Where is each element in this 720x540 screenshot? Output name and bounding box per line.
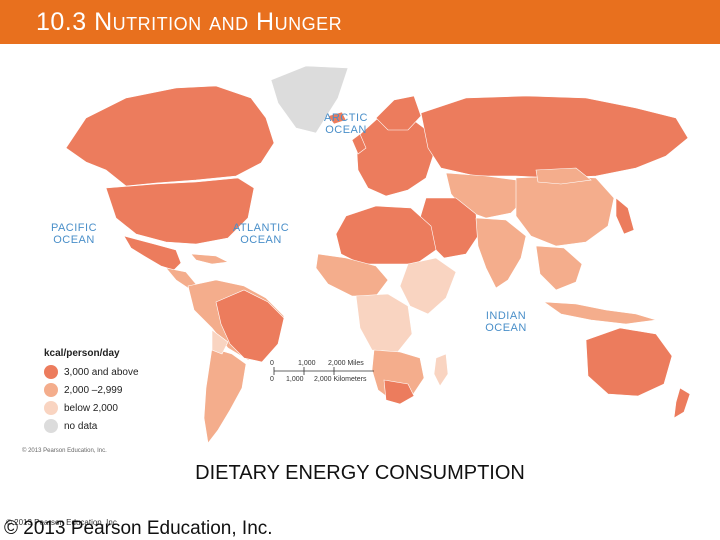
korea-japan: [615, 197, 635, 235]
scale-km-2000: 2,000 Kilometers: [314, 376, 367, 383]
map-credit: © 2013 Pearson Education, Inc.: [22, 448, 107, 454]
south-america-south: [203, 347, 247, 444]
legend-label: no data: [64, 420, 98, 432]
australia: [585, 327, 673, 397]
scandinavia: [375, 95, 422, 131]
brazil: [215, 289, 285, 363]
scale-km-1000: 1,000: [286, 376, 304, 383]
scale-bar: [273, 367, 374, 375]
east-africa: [399, 257, 457, 315]
pacific-ocean-label: PACIFIC OCEAN: [50, 222, 98, 246]
arctic-ocean-label: ARCTIC OCEAN: [324, 112, 368, 136]
south-africa: [383, 379, 415, 405]
legend-item: 2,000 –2,999: [44, 381, 139, 399]
russia: [420, 95, 689, 179]
map-canvas: [65, 65, 691, 444]
madagascar: [433, 353, 449, 387]
world-map: ARCTIC OCEAN PACIFIC OCEAN ATLANTIC OCEA…: [16, 58, 704, 460]
southeast-asia: [535, 245, 583, 291]
legend-item: below 2,000: [44, 399, 139, 417]
copyright-small: © 2013 Pearson Education, Inc.: [6, 518, 120, 527]
central-africa: [355, 293, 413, 355]
title-bar: 10.3 Nutrition and Hunger: [0, 0, 720, 44]
legend-title: kcal/person/day: [44, 348, 120, 359]
legend-item: 3,000 and above: [44, 363, 139, 381]
legend-swatch: [44, 365, 58, 379]
caribbean: [190, 253, 230, 265]
iceland: [327, 111, 347, 125]
new-zealand: [673, 387, 691, 419]
china: [515, 175, 615, 247]
legend-label: 2,000 –2,999: [64, 384, 123, 396]
north-america-north: [65, 85, 275, 187]
scale-km-0: 0: [270, 376, 274, 383]
usa: [105, 177, 255, 245]
legend-swatch: [44, 401, 58, 415]
map-legend: kcal/person/day 3,000 and above 2,000 –2…: [44, 348, 139, 435]
scale-miles-2000: 2,000 Miles: [328, 360, 364, 367]
map-caption: DIETARY ENERGY CONSUMPTION: [195, 462, 525, 484]
legend-item: no data: [44, 417, 139, 435]
legend-label: 3,000 and above: [64, 366, 139, 378]
south-asia: [475, 217, 527, 289]
indian-ocean-label: INDIAN OCEAN: [485, 310, 527, 334]
copyright-large: © 2013 Pearson Education, Inc.: [4, 518, 273, 539]
bolivia-paraguay: [211, 329, 229, 355]
atlantic-ocean-label: ATLANTIC OCEAN: [232, 222, 290, 246]
legend-swatch: [44, 419, 58, 433]
mongolia: [535, 167, 592, 185]
greenland: [270, 65, 349, 134]
indonesia: [542, 301, 657, 325]
slide-title: 10.3 Nutrition and Hunger: [36, 8, 343, 36]
uk-ireland: [351, 133, 367, 155]
legend-label: below 2,000: [64, 402, 118, 414]
scale-miles-0: 0: [270, 360, 274, 367]
legend-swatch: [44, 383, 58, 397]
scale-miles-1000: 1,000: [298, 360, 316, 367]
